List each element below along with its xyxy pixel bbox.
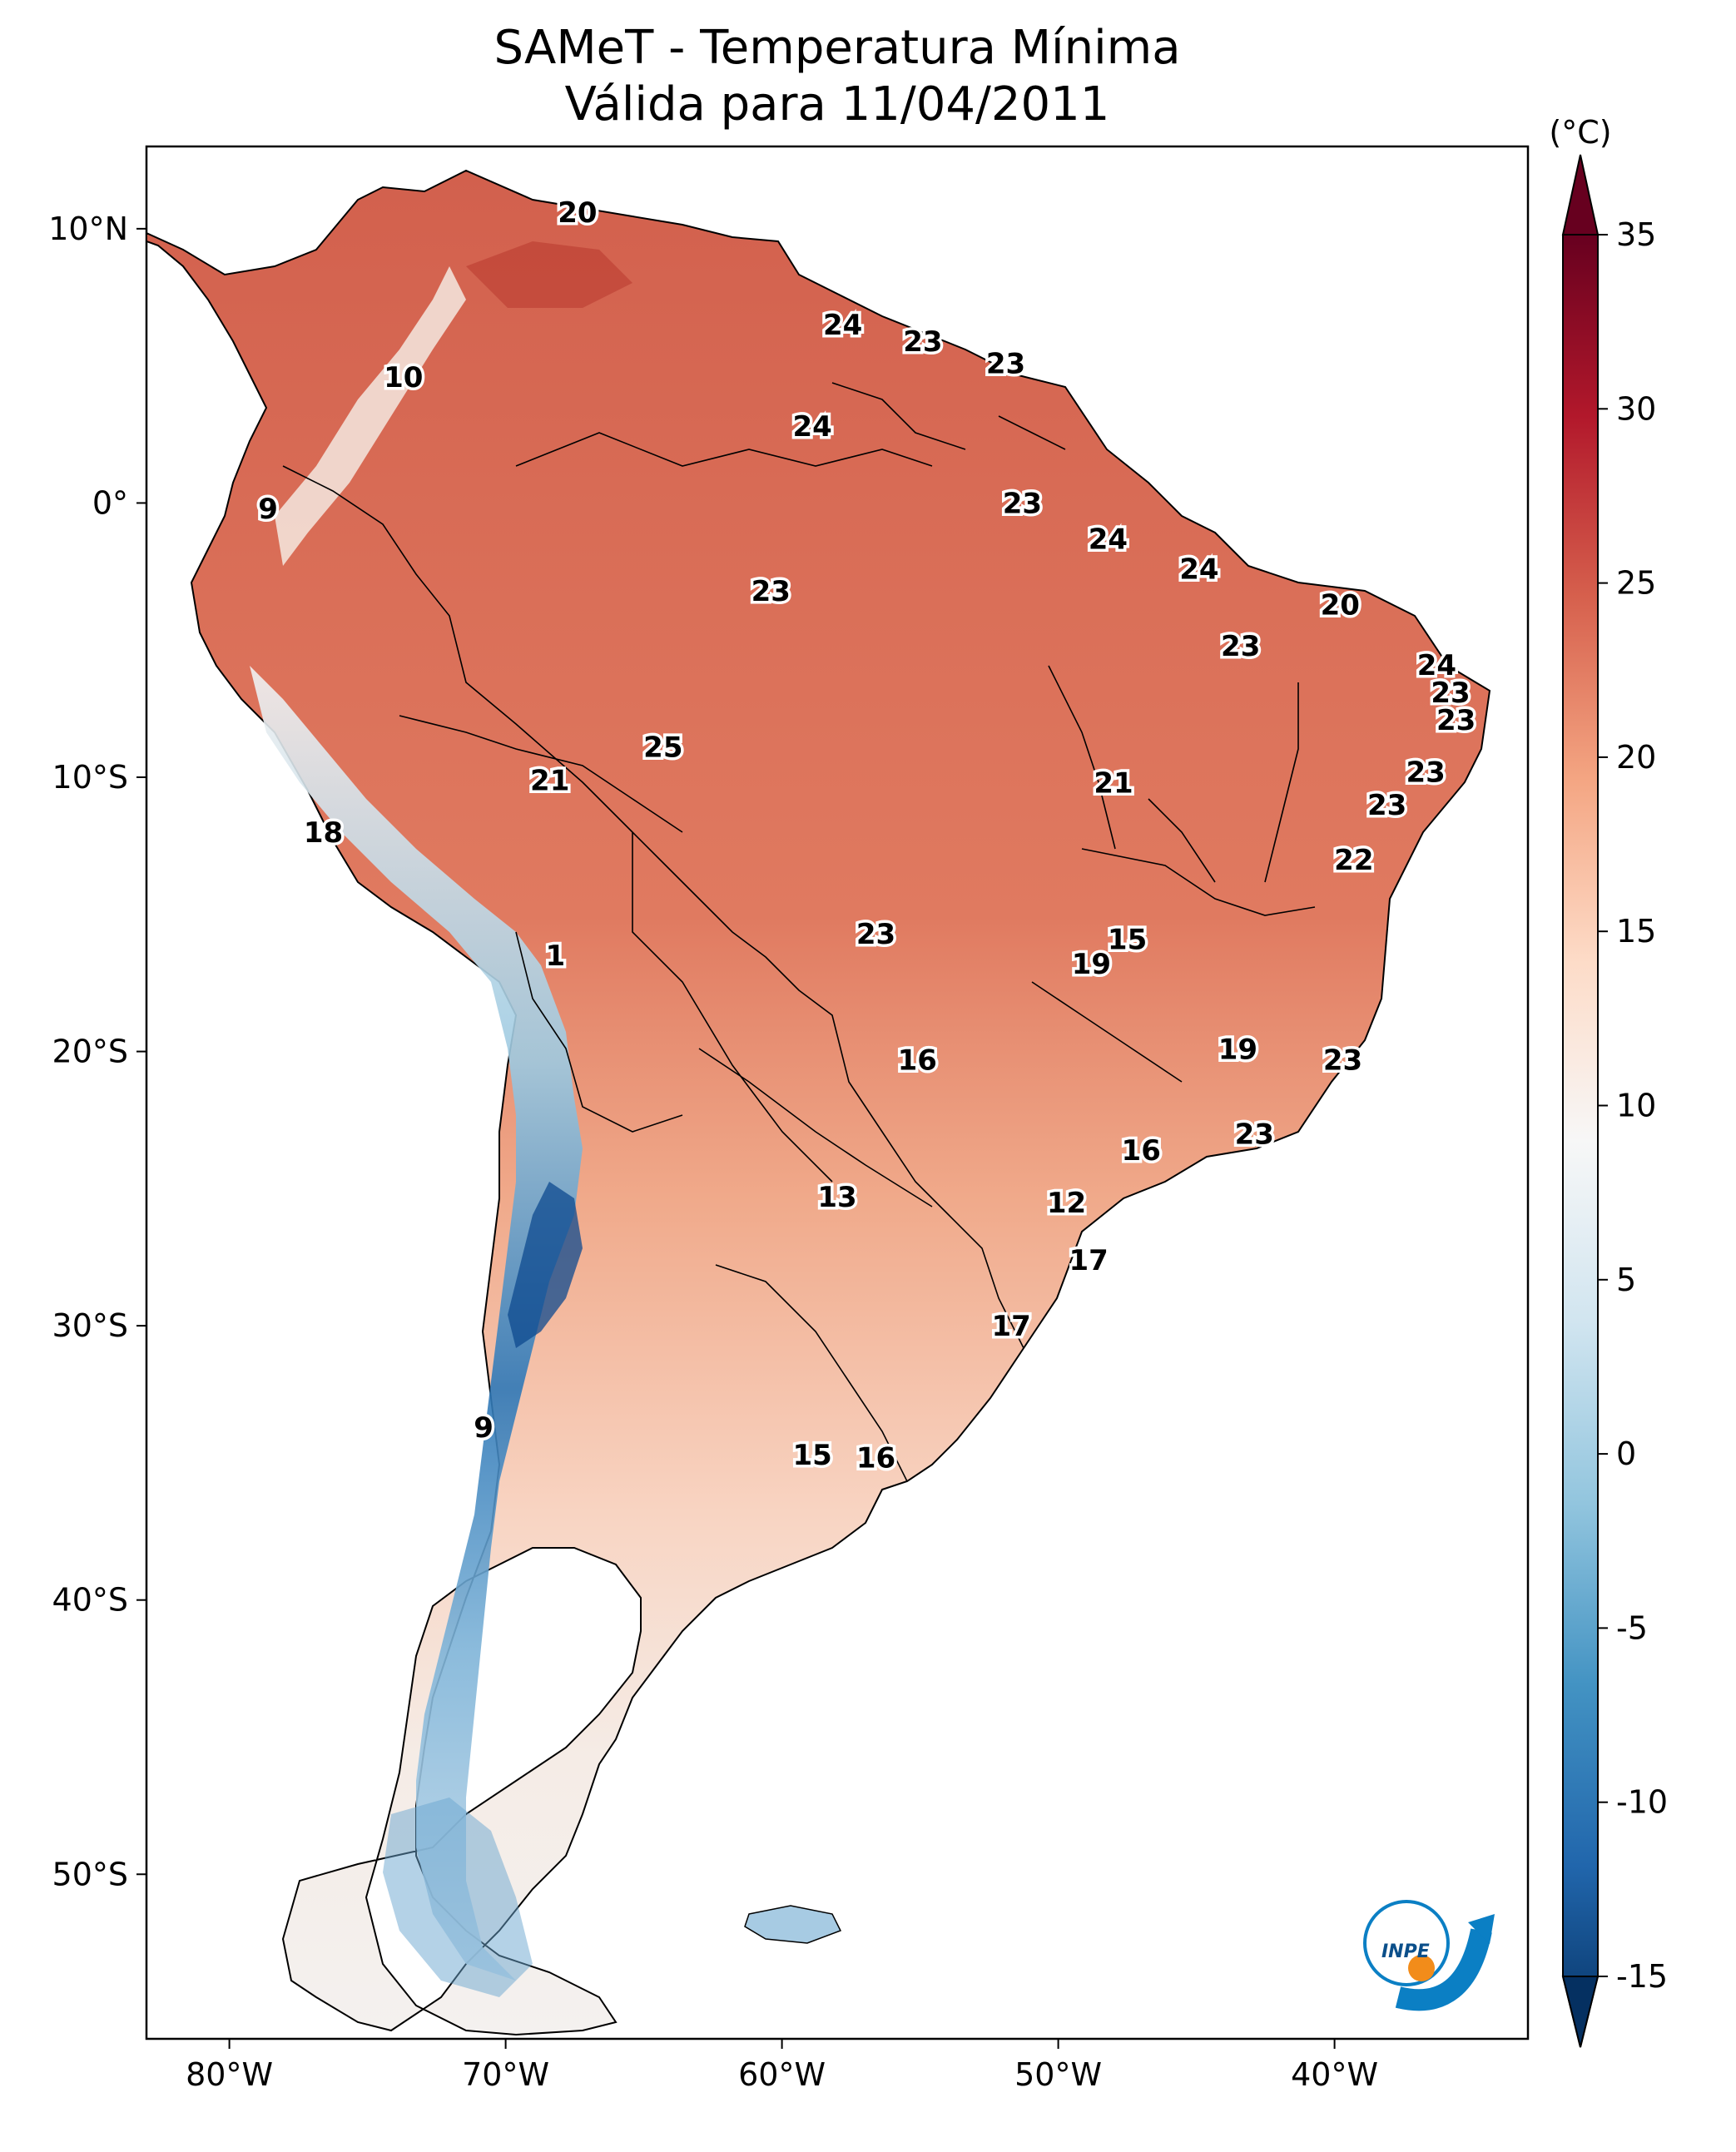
colorbar-tick-label: 10 — [1616, 1088, 1656, 1124]
lat-tick-label: 0° — [92, 484, 128, 521]
colorbar-tick-label: 35 — [1616, 216, 1656, 253]
lat-tick-label: 40°S — [52, 1582, 128, 1619]
logo-text: INPE — [1381, 1941, 1430, 1962]
contour-label: 23 — [1221, 630, 1260, 663]
contour-label: 23 — [903, 325, 942, 359]
logo-sun-icon — [1408, 1955, 1435, 1981]
contour-label: 19 — [1218, 1033, 1257, 1066]
andes-cold-region — [250, 666, 583, 1981]
contour-label: 17 — [1069, 1244, 1108, 1277]
contour-label: 16 — [898, 1044, 937, 1077]
contour-label: 16 — [1122, 1134, 1161, 1168]
colorbar-ticks: 35 30 25 20 15 10 5 0 -5 -10 -15 — [1598, 216, 1668, 1995]
lon-tick-label: 50°W — [1014, 2056, 1102, 2093]
contour-label: 23 — [1406, 756, 1445, 789]
inpe-logo: INPE — [1363, 1900, 1495, 2011]
colorbar-lower-extension — [1561, 1976, 1600, 2048]
contour-label: 24 — [1417, 649, 1456, 682]
longitude-axis: 80°W 70°W 60°W 50°W 40°W — [186, 2039, 1378, 2093]
logo-swoosh-icon — [1395, 1928, 1492, 2011]
latitude-axis: 10°N 0° 10°S 20°S 30°S 40°S 50°S — [48, 211, 146, 1892]
contour-label: 16 — [856, 1441, 895, 1475]
logo-orbit-icon — [1363, 1900, 1450, 1986]
andes-coldest-core — [508, 1182, 583, 1348]
lon-tick-label: 70°W — [462, 2056, 549, 2093]
lon-tick-label: 80°W — [186, 2056, 273, 2093]
colorbar-tick-label: 25 — [1616, 565, 1656, 602]
contour-label: 12 — [1047, 1187, 1086, 1220]
colorbar-body — [1562, 234, 1599, 2048]
lon-tick-label: 40°W — [1291, 2056, 1378, 2093]
colorbar-tick-label: -10 — [1616, 1784, 1668, 1821]
patagonia-cold-region — [383, 1797, 533, 1997]
contour-label: 1 — [546, 940, 566, 973]
contour-label: 24 — [823, 309, 862, 342]
logo-arrow-icon — [1468, 1914, 1495, 1944]
contour-label: 25 — [643, 731, 682, 765]
contour-label: 15 — [1108, 923, 1147, 956]
venezuela-hot-spot — [466, 241, 632, 308]
contour-label: 24 — [792, 410, 831, 444]
lon-tick-label: 60°W — [738, 2056, 826, 2093]
contour-label: 19 — [1072, 948, 1111, 981]
contour-label: 23 — [986, 347, 1025, 380]
map-title: SAMeT - Temperatura Mínima — [494, 21, 1181, 75]
contour-label: 22 — [1334, 844, 1373, 877]
falkland-islands — [744, 1905, 842, 1944]
contour-label: 23 — [751, 575, 791, 608]
contour-label: 23 — [856, 918, 895, 951]
lat-tick-label: 20°S — [52, 1034, 128, 1070]
lat-tick-label: 10°N — [48, 211, 128, 247]
contour-label: 23 — [1367, 789, 1406, 822]
contour-label: 23 — [1235, 1118, 1274, 1151]
lat-tick-label: 10°S — [52, 759, 128, 796]
colorbar-tick-label: 5 — [1616, 1262, 1636, 1298]
lat-tick-label: 30°S — [52, 1307, 128, 1344]
colorbar-tick-label: 15 — [1616, 913, 1656, 950]
colorbar-tick-label: 0 — [1616, 1435, 1636, 1472]
colorbar-unit-label: (°C) — [1549, 114, 1611, 151]
colorbar-tick-label: -5 — [1616, 1609, 1648, 1646]
contour-label: 23 — [1436, 704, 1476, 737]
contour-label: 10 — [384, 361, 423, 394]
northern-andes-cool-strip — [275, 266, 466, 566]
colorbar-tick-label: -15 — [1616, 1958, 1668, 1995]
contour-label: 18 — [304, 816, 343, 850]
contour-label: 13 — [817, 1181, 856, 1214]
contour-label: 20 — [1321, 588, 1360, 622]
contour-label: 24 — [1179, 553, 1218, 587]
colorbar-upper-extension — [1561, 154, 1600, 236]
contour-label: 9 — [474, 1411, 494, 1445]
contour-label: 21 — [530, 764, 569, 797]
map-subtitle: Válida para 11/04/2011 — [564, 77, 1110, 131]
colorbar: (°C) 35 30 25 20 15 10 5 0 -5 -10 -15 — [1549, 114, 1668, 2048]
country-borders — [282, 382, 1316, 1482]
colorbar-tick-label: 20 — [1616, 739, 1656, 776]
colorbar-tick-label: 30 — [1616, 390, 1656, 427]
lat-tick-label: 50°S — [52, 1856, 128, 1892]
contour-label: 15 — [792, 1439, 831, 1472]
contour-label: 24 — [1089, 523, 1128, 556]
contour-label: 9 — [258, 493, 278, 526]
contour-label: 21 — [1094, 767, 1133, 801]
contour-label: 23 — [1003, 487, 1042, 520]
contour-label: 17 — [991, 1310, 1030, 1343]
contour-label: 20 — [558, 196, 597, 230]
contour-label: 23 — [1323, 1044, 1362, 1077]
contour-label: 23 — [1431, 677, 1470, 710]
